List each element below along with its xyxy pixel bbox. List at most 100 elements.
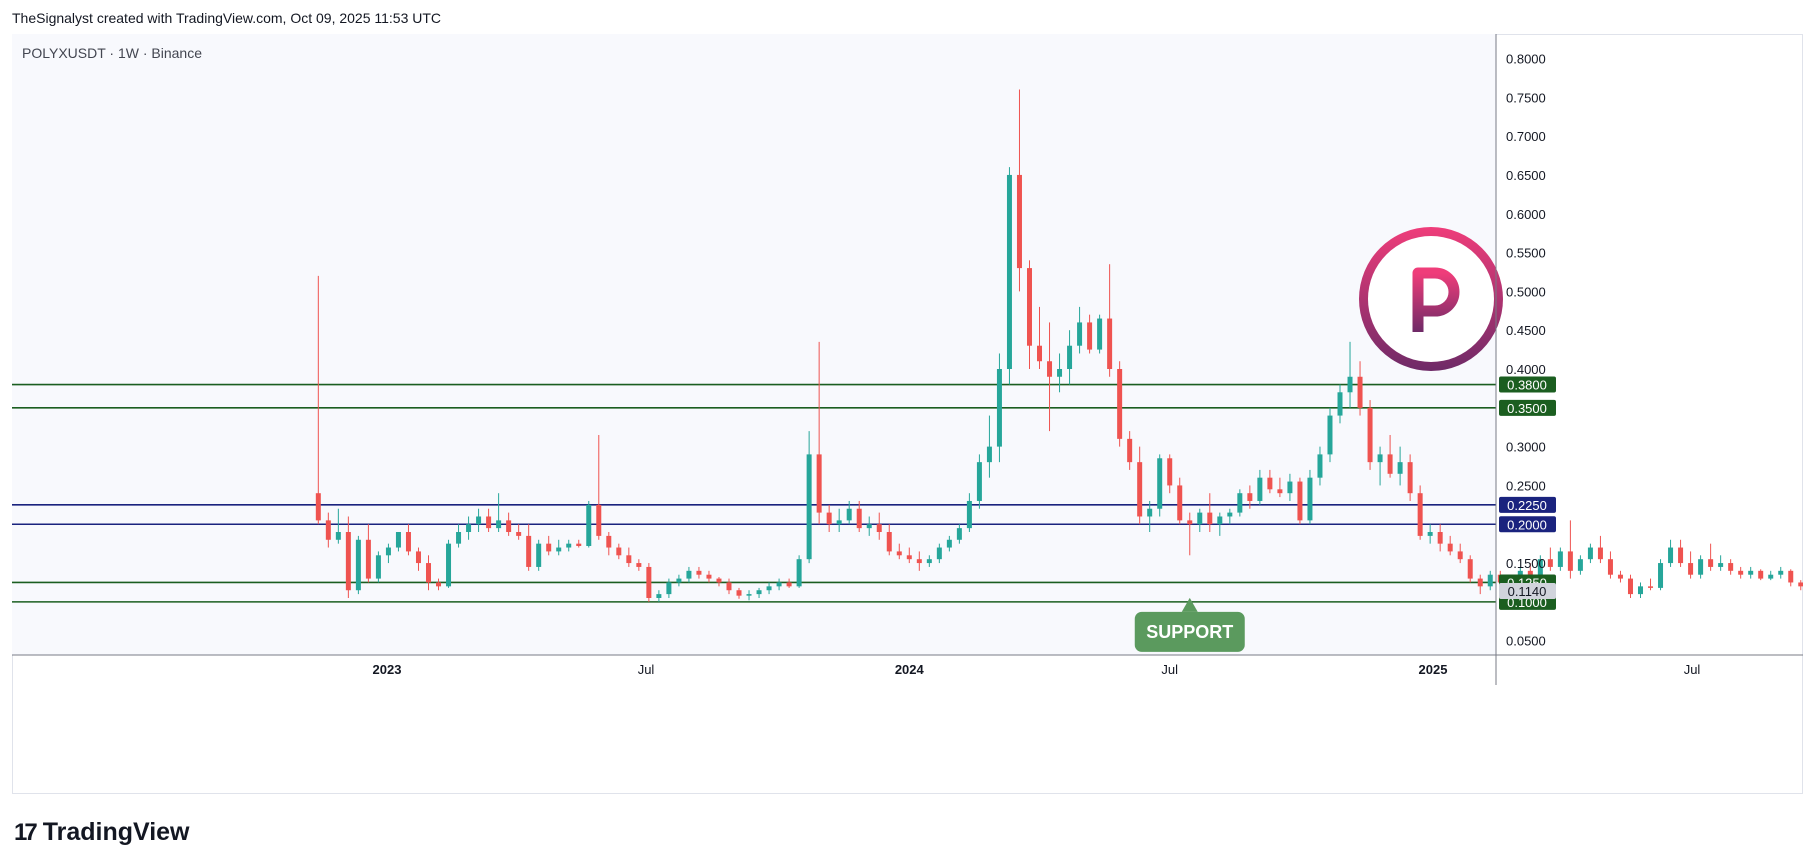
candle-body	[746, 594, 752, 596]
candle-body	[1678, 547, 1684, 564]
candle	[866, 516, 872, 536]
candle	[696, 566, 702, 579]
candle-body	[866, 524, 872, 529]
tradingview-wordmark: TradingView	[42, 818, 190, 846]
candle	[916, 551, 922, 571]
candle-body	[1197, 512, 1203, 525]
candle-body	[576, 543, 582, 546]
candle	[1728, 559, 1734, 575]
candle-body	[1317, 454, 1323, 478]
candle-body	[1758, 570, 1764, 579]
candle-body	[1077, 322, 1083, 346]
candle-body	[676, 578, 682, 583]
y-tick-label: 0.7500	[1506, 90, 1546, 105]
candle-body	[1437, 532, 1443, 544]
candle	[1718, 555, 1724, 571]
candle	[1577, 555, 1583, 575]
candle	[736, 587, 742, 599]
y-tick-label: 0.8000	[1506, 52, 1546, 67]
candle	[1006, 167, 1012, 385]
chart-attribution: TheSignalyst created with TradingView.co…	[12, 10, 442, 26]
candle-body	[1788, 570, 1794, 583]
candle	[1487, 570, 1493, 591]
y-tick-label: 0.5000	[1506, 284, 1546, 299]
candle-body	[806, 454, 812, 560]
candle	[1678, 539, 1684, 567]
candle	[1157, 454, 1163, 517]
candle-body	[1648, 586, 1654, 588]
candle-body	[1037, 345, 1043, 362]
candle-body	[1217, 516, 1223, 525]
logo-p-glyph	[1412, 267, 1460, 332]
candle-body	[1367, 407, 1373, 463]
candle	[886, 524, 892, 556]
candle-body	[1237, 493, 1243, 513]
candle-body	[1227, 512, 1233, 517]
candle-body	[315, 493, 321, 521]
candle	[1587, 543, 1593, 564]
candle	[756, 587, 762, 598]
candle	[1698, 555, 1704, 579]
candle	[966, 493, 972, 533]
level-price-label: 0.2250	[1507, 498, 1547, 513]
candle	[1277, 477, 1283, 498]
level-price-label: 0.2000	[1507, 517, 1547, 532]
candle	[375, 551, 381, 583]
candle-body	[1247, 493, 1253, 501]
candle-body	[335, 532, 341, 540]
candle	[646, 563, 652, 602]
y-tick-label: 0.5500	[1506, 246, 1546, 261]
candle	[415, 547, 421, 571]
level-price-tag	[1499, 376, 1556, 393]
candle	[576, 539, 582, 548]
candle-body	[1187, 520, 1193, 525]
candle	[1097, 314, 1103, 354]
candle-body	[1357, 376, 1363, 408]
candle-body	[1658, 563, 1664, 588]
plot-background	[12, 34, 1496, 655]
candle-body	[1137, 462, 1143, 517]
candle-body	[776, 582, 782, 587]
candle	[896, 543, 902, 560]
candle-body	[1467, 559, 1473, 579]
candle-body	[1447, 543, 1453, 552]
candle	[355, 535, 361, 595]
candle-body	[1337, 392, 1343, 416]
candle-body	[626, 555, 632, 564]
candle	[936, 543, 942, 564]
candle	[566, 539, 572, 552]
candle-body	[1537, 559, 1543, 575]
candle-body	[876, 524, 882, 533]
candlestick-chart[interactable]: SUPPORT 0.80000.75000.70000.65000.60000.…	[12, 34, 1803, 794]
candle	[506, 512, 512, 536]
candle-body	[856, 508, 862, 529]
tradingview-logo[interactable]: 17 TradingView	[14, 818, 190, 847]
candle-body	[656, 594, 662, 598]
candle	[676, 574, 682, 587]
current-price-tag	[1499, 583, 1556, 600]
candle-body	[375, 555, 381, 579]
candle	[596, 434, 602, 540]
candle	[1658, 559, 1664, 591]
candle	[1638, 582, 1644, 598]
x-tick-label: Jul	[638, 662, 655, 677]
candle	[1016, 89, 1022, 292]
candle	[826, 504, 832, 533]
candle-body	[1627, 578, 1633, 595]
candle	[1067, 330, 1073, 385]
candle-body	[1397, 462, 1403, 474]
candle	[536, 539, 542, 571]
candle	[1387, 434, 1393, 478]
candle	[385, 543, 391, 564]
candle	[496, 493, 502, 533]
candle-body	[1387, 454, 1393, 474]
support-annotation: SUPPORT	[1134, 597, 1245, 652]
candle-body	[926, 559, 932, 564]
candle-body	[816, 454, 822, 513]
candle	[526, 524, 532, 571]
candle-body	[385, 547, 391, 556]
candle-body	[1257, 477, 1263, 501]
candle	[1778, 566, 1784, 579]
candle-body	[736, 590, 742, 596]
candle	[1437, 524, 1443, 552]
